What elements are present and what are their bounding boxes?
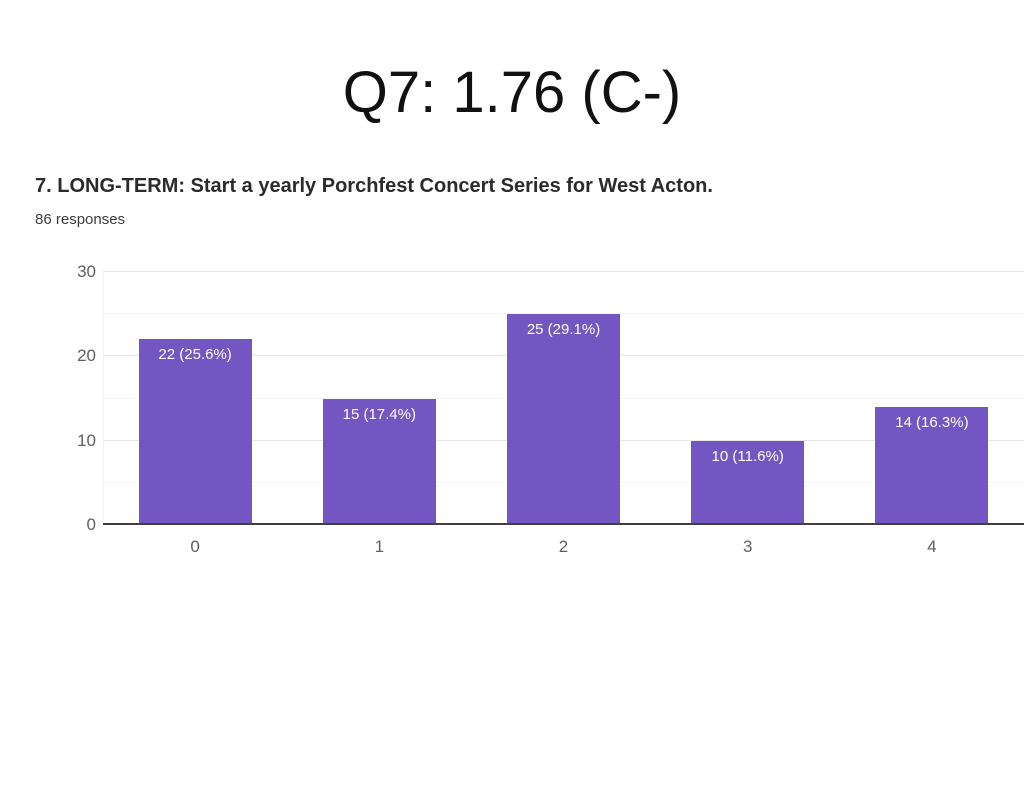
bar-2: 25 (29.1%) <box>507 314 620 525</box>
bar-value-label: 10 (11.6%) <box>711 447 784 465</box>
bar-value-label: 22 (25.6%) <box>158 346 232 364</box>
bar-value-label: 25 (29.1%) <box>526 321 601 339</box>
y-tick-label: 20 <box>77 346 96 366</box>
x-tick-label: 2 <box>558 537 569 556</box>
page-title: Q7: 1.76 (C-) <box>342 60 682 125</box>
bar-1: 15 (17.4%) <box>322 398 436 525</box>
y-tick-label: 30 <box>77 262 96 281</box>
y-tick-label: 10 <box>77 430 96 450</box>
plot-area: 22 (25.6%) 15 (17.4%) 25 (29.1%) 10 (11.6%)… <box>103 271 1024 525</box>
x-tick-label: 3 <box>742 537 753 556</box>
bar-value-label: 15 (17.4%) <box>342 405 416 423</box>
x-axis-line <box>103 523 1024 525</box>
bar-4: 14 (16.3%) <box>875 406 989 525</box>
plot-left-edge <box>103 272 104 525</box>
bar-3: 10 (11.6%) <box>691 440 805 525</box>
responses-count: 86 responses <box>35 211 126 228</box>
x-tick-label: 1 <box>374 537 385 556</box>
y-tick-label: 0 <box>86 515 96 534</box>
x-tick-label: 4 <box>927 537 937 556</box>
major-gridline <box>103 271 1024 272</box>
x-tick-label: 0 <box>190 537 200 556</box>
question-text: 7. LONG-TERM: Start a yearly Porchfest C… <box>35 175 713 197</box>
minor-gridline <box>103 313 1024 315</box>
bar-0: 22 (25.6%) <box>138 339 252 525</box>
bar-value-label: 14 (16.3%) <box>895 413 969 431</box>
